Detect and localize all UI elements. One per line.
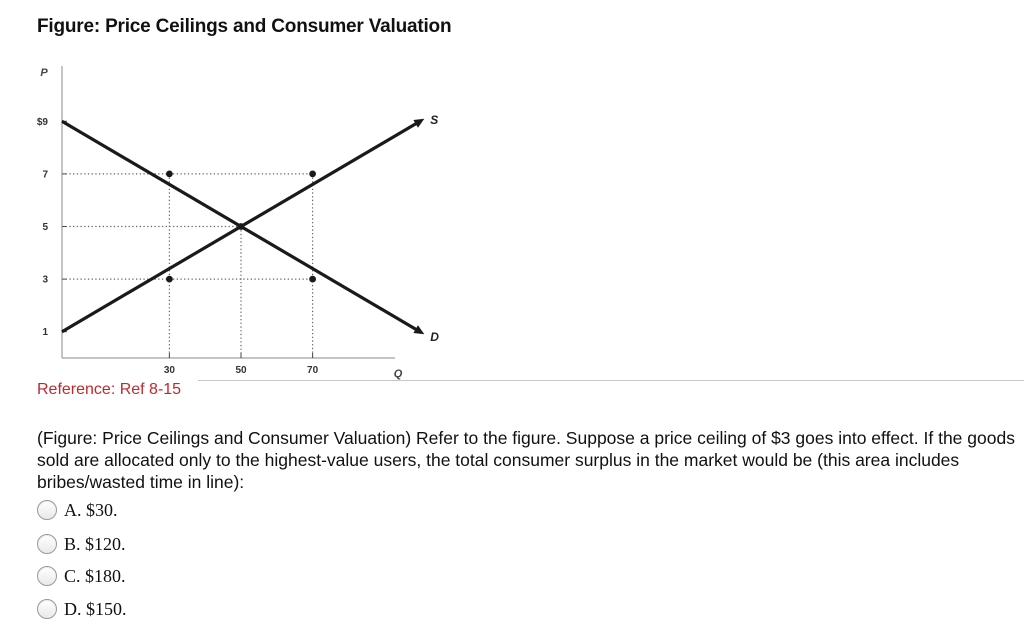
divider — [198, 380, 1024, 381]
series-arrow-d — [413, 325, 425, 335]
price-ceiling-chart: $9 7 5 3 1 30 50 70 P Q D S — [37, 66, 439, 380]
y-axis-title: P — [40, 67, 48, 79]
point-marker-3 — [309, 170, 316, 178]
point-marker-4 — [309, 275, 316, 283]
option-d-label: D. $150. — [64, 598, 127, 619]
y-tick-label-0: $9 — [37, 117, 49, 128]
y-tick-label-1: 7 — [42, 169, 48, 180]
question-text: (Figure: Price Ceilings and Consumer Val… — [37, 428, 1015, 492]
option-c[interactable]: C. $180. — [37, 563, 126, 589]
point-marker-1 — [166, 275, 173, 283]
option-c-label: C. $180. — [64, 565, 126, 586]
option-d[interactable]: D. $150. — [37, 596, 127, 622]
y-tick-label-2: 5 — [42, 222, 48, 233]
option-b-radio[interactable] — [37, 534, 57, 554]
reference-label: Reference: Ref 8-15 — [37, 381, 182, 398]
option-a-label: A. $30. — [64, 499, 118, 520]
x-axis-title: Q — [394, 368, 403, 380]
x-tick-label-0: 30 — [164, 365, 176, 376]
option-c-radio[interactable] — [37, 566, 57, 586]
series-label-d: D — [430, 330, 439, 344]
x-tick-label-2: 70 — [307, 365, 319, 376]
series-arrow-s — [413, 118, 425, 128]
chart-axes — [61, 66, 395, 359]
chart-labels: $9 7 5 3 1 30 50 70 P Q D S — [37, 67, 439, 380]
option-b-label: B. $120. — [64, 533, 126, 554]
y-tick-label-3: 3 — [42, 275, 48, 286]
option-a-radio[interactable] — [37, 500, 57, 520]
option-d-radio[interactable] — [37, 599, 57, 619]
series-label-s: S — [430, 113, 438, 127]
x-tick-label-1: 50 — [235, 365, 247, 376]
y-tick-label-4: 1 — [42, 327, 48, 338]
figure-title: Figure: Price Ceilings and Consumer Valu… — [37, 16, 452, 37]
chart-guides — [62, 173, 314, 358]
chart-markers — [166, 170, 316, 283]
option-a[interactable]: A. $30. — [37, 497, 118, 523]
option-b[interactable]: B. $120. — [37, 531, 126, 557]
point-marker-0 — [166, 170, 173, 178]
point-marker-2 — [237, 223, 245, 230]
